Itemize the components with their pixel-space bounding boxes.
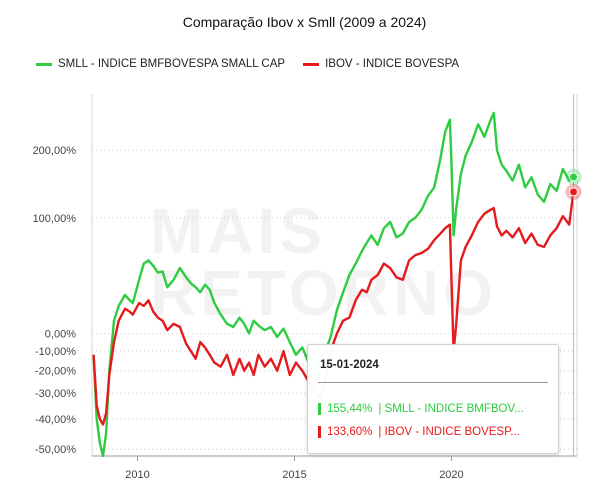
hover-point-ibov (570, 188, 578, 196)
y-tick-label: -40,00% (35, 414, 76, 426)
tooltip-marker-smll (318, 403, 321, 415)
tooltip-row-smll: 155,44% | SMLL - INDICE BMFBOV... (318, 403, 524, 415)
tooltip-divider (318, 382, 548, 383)
x-tick-label: 2010 (125, 469, 149, 481)
y-tick-label: -30,00% (35, 388, 76, 400)
x-tick-label: 2020 (439, 469, 463, 481)
x-tick-label: 2015 (282, 469, 306, 481)
tooltip-marker-ibov (318, 426, 321, 438)
chart-tooltip: 15-01-2024 155,44% | SMLL - INDICE BMFBO… (307, 344, 559, 454)
y-tick-label: 0,00% (45, 329, 76, 341)
tooltip-date: 15-01-2024 (320, 359, 379, 371)
tooltip-label-smll: | SMLL - INDICE BMFBOV... (378, 403, 523, 415)
tooltip-label-ibov: | IBOV - INDICE BOVESP... (378, 426, 519, 438)
y-tick-label: 100,00% (33, 213, 77, 225)
hover-point-smll (570, 173, 578, 181)
tooltip-value-smll: 155,44% (327, 403, 372, 415)
tooltip-row-ibov: 133,60% | IBOV - INDICE BOVESP... (318, 426, 520, 438)
y-tick-label: -10,00% (35, 346, 76, 358)
y-tick-label: -20,00% (35, 366, 76, 378)
y-tick-label: -50,00% (35, 444, 76, 456)
y-tick-label: 200,00% (33, 145, 77, 157)
tooltip-value-ibov: 133,60% (327, 426, 372, 438)
